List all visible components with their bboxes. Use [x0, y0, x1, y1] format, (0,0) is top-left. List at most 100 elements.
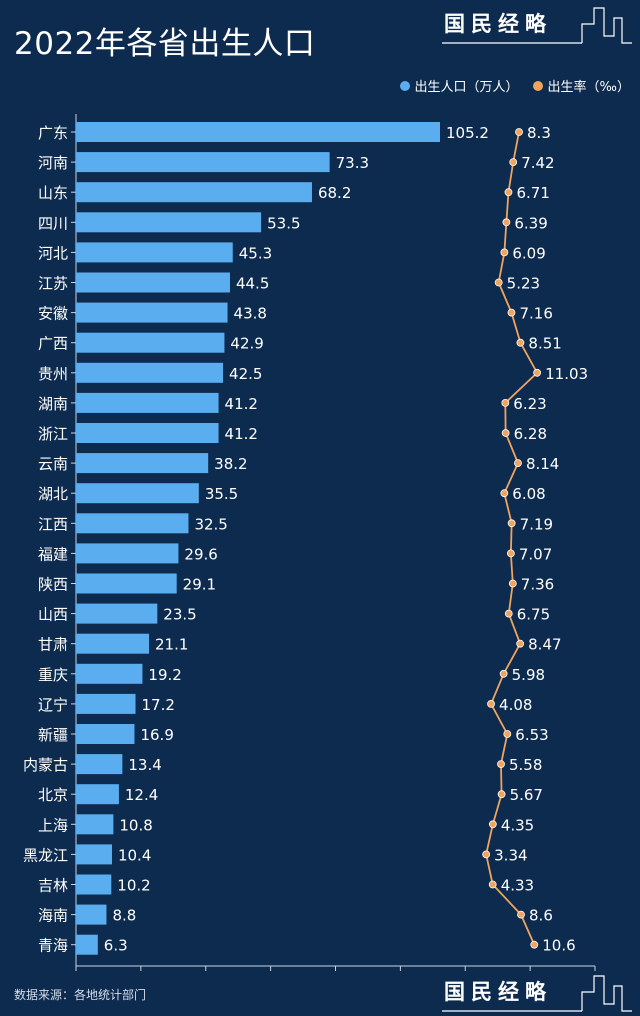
- bar: [76, 603, 158, 624]
- rate-point: [482, 850, 491, 859]
- bar: [76, 362, 224, 383]
- bar-value-label: 41.2: [225, 425, 258, 443]
- bar: [76, 754, 123, 775]
- bar: [76, 272, 230, 293]
- category-label: 四川: [38, 214, 68, 232]
- category-label: 湖南: [38, 395, 68, 413]
- rate-point: [504, 609, 513, 618]
- bar-value-label: 12.4: [125, 786, 158, 804]
- rate-value-label: 6.08: [512, 485, 545, 503]
- rate-value-label: 7.36: [521, 576, 554, 594]
- category-label: 北京: [38, 786, 68, 804]
- rate-value-label: 5.58: [509, 756, 542, 774]
- bar-value-label: 10.4: [118, 846, 151, 864]
- bar-value-label: 68.2: [318, 184, 351, 202]
- legend-item-rate: 出生率（‰）: [532, 76, 630, 95]
- bar-value-label: 29.1: [183, 576, 216, 594]
- page-title: 2022年各省出生人口: [14, 26, 316, 62]
- rate-value-label: 7.42: [521, 154, 554, 172]
- category-label: 云南: [38, 455, 68, 473]
- category-label: 黑龙江: [23, 846, 68, 864]
- bar: [76, 724, 135, 744]
- bar: [76, 152, 330, 173]
- rate-point: [497, 790, 506, 799]
- bar: [76, 874, 112, 895]
- bar: [76, 633, 150, 654]
- legend-line-marker-icon: [532, 80, 543, 91]
- bar: [76, 663, 143, 684]
- rate-point: [507, 519, 516, 528]
- bar-value-label: 38.2: [214, 455, 247, 473]
- bar-value-label: 73.3: [336, 154, 369, 172]
- rate-value-label: 8.6: [529, 907, 553, 925]
- bar: [76, 122, 440, 142]
- rate-value-label: 8.47: [528, 636, 561, 654]
- rate-value-label: 6.39: [514, 214, 547, 232]
- rate-value-label: 3.34: [494, 846, 527, 864]
- bar: [76, 934, 98, 955]
- bar-value-label: 17.2: [142, 696, 175, 714]
- bar-value-label: 23.5: [163, 606, 196, 624]
- bar-value-label: 19.2: [148, 666, 181, 684]
- bar-value-label: 105.2: [446, 124, 489, 142]
- rate-value-label: 8.14: [526, 455, 559, 473]
- rate-value-label: 7.07: [519, 545, 552, 563]
- rate-value-label: 4.08: [499, 696, 532, 714]
- rate-point: [514, 459, 522, 468]
- rate-point: [504, 188, 513, 197]
- bar-value-label: 53.5: [267, 214, 300, 232]
- brand-text: 国民经略: [444, 979, 552, 1004]
- category-label: 青海: [38, 937, 68, 955]
- rate-point: [507, 308, 516, 317]
- rate-point: [502, 218, 511, 227]
- bar: [76, 302, 228, 323]
- rate-value-label: 4.35: [501, 816, 534, 834]
- rate-point: [501, 398, 510, 407]
- legend-bar-marker-icon: [399, 80, 410, 91]
- rate-point: [488, 820, 497, 829]
- category-label: 辽宁: [38, 696, 68, 714]
- rate-value-label: 6.09: [512, 244, 545, 262]
- bar-value-label: 32.5: [194, 515, 227, 533]
- rate-value-label: 5.23: [507, 275, 540, 293]
- bar-value-label: 44.5: [236, 275, 269, 293]
- bar-value-label: 35.5: [205, 485, 238, 503]
- category-label: 上海: [38, 816, 68, 834]
- rate-value-label: 5.98: [512, 666, 545, 684]
- category-label: 甘肃: [38, 636, 68, 654]
- category-label: 江苏: [38, 275, 68, 293]
- bar: [76, 212, 262, 233]
- legend-label: 出生人口（万人）: [414, 80, 519, 95]
- category-label: 山东: [38, 184, 68, 202]
- legend-item-births: 出生人口（万人）: [399, 76, 519, 95]
- bar: [76, 904, 107, 925]
- legend: 出生人口（万人） 出生率（‰）: [399, 76, 630, 95]
- rate-point: [499, 669, 508, 678]
- bar-value-label: 29.6: [184, 545, 217, 563]
- category-label: 湖北: [38, 485, 68, 503]
- rate-value-label: 11.03: [545, 365, 588, 383]
- rate-point: [516, 338, 525, 347]
- category-label: 贵州: [38, 365, 68, 383]
- category-label: 新疆: [38, 726, 68, 744]
- rate-point: [516, 639, 525, 648]
- bar: [76, 573, 177, 594]
- bar-value-label: 42.5: [229, 365, 262, 383]
- bar: [76, 543, 179, 564]
- rate-value-label: 6.23: [513, 395, 546, 413]
- rate-value-label: 7.16: [519, 305, 552, 323]
- rate-value-label: 6.28: [514, 425, 547, 443]
- category-label: 广东: [38, 124, 68, 142]
- rate-value-label: 10.6: [542, 937, 575, 955]
- bar-value-label: 41.2: [225, 395, 258, 413]
- rate-point: [501, 429, 510, 437]
- rate-value-label: 5.67: [510, 786, 543, 804]
- category-label: 福建: [38, 545, 68, 563]
- category-label: 江西: [38, 515, 68, 533]
- category-label: 河南: [38, 154, 68, 172]
- bar: [76, 513, 189, 534]
- rate-point: [503, 730, 512, 738]
- rate-point: [494, 278, 503, 287]
- brand-logo-bottom: 国民经略: [442, 974, 632, 1014]
- bar: [76, 332, 225, 353]
